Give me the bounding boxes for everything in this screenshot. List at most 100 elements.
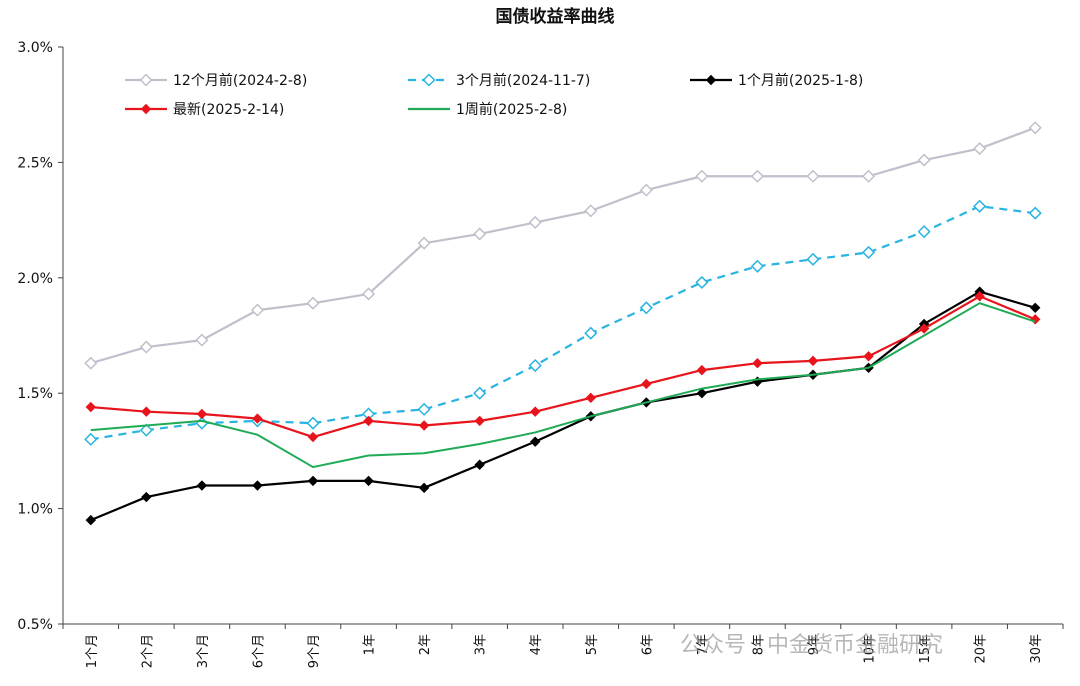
data-point: [696, 364, 708, 376]
data-point: [473, 386, 487, 400]
legend-swatch-marker: [705, 74, 717, 86]
watermark-text: 公众号 · 中金货币金融研究: [680, 633, 943, 658]
data-point: [474, 459, 485, 470]
data-point: [1030, 302, 1041, 314]
legend-label: 3个月前(2024-11-7): [456, 72, 590, 89]
data-point: [528, 215, 542, 229]
y-tick-label: 2.0%: [17, 271, 53, 287]
x-tick-label: 2个月: [140, 634, 155, 668]
legend-item-4: 1周前(2025-2-8): [408, 101, 567, 118]
data-point: [695, 275, 709, 289]
data-point: [84, 356, 98, 370]
data-point: [917, 225, 931, 239]
x-tick-label: 20年: [974, 634, 989, 664]
series-line: [90, 295, 1036, 439]
series-line: [90, 290, 1036, 522]
y-tick-label: 3.0%: [17, 40, 53, 56]
x-tick-label: 15年: [918, 634, 933, 664]
x-tick-label: 1个月: [85, 634, 100, 668]
data-point: [250, 303, 265, 317]
data-point: [361, 287, 376, 301]
data-point: [85, 514, 96, 526]
data-point: [806, 169, 820, 183]
data-point: [974, 291, 985, 302]
legend-item-3: 最新(2025-2-14): [125, 102, 284, 118]
data-point: [307, 475, 319, 487]
data-point: [84, 432, 98, 446]
data-point: [363, 475, 374, 487]
y-tick-label: 0.5%: [17, 617, 53, 633]
data-point: [417, 402, 431, 416]
data-point: [252, 413, 263, 424]
x-tick-label: 2年: [418, 634, 433, 655]
x-tick-label: 4年: [529, 634, 544, 655]
data-point: [306, 416, 320, 430]
data-point: [752, 357, 763, 369]
x-tick-label: 3年: [474, 634, 489, 655]
data-point: [530, 406, 541, 417]
data-point: [918, 323, 930, 334]
data-point: [639, 183, 653, 197]
data-point: [1030, 314, 1041, 325]
data-point: [917, 153, 931, 167]
data-point: [141, 406, 152, 417]
chart-title: 国债收益率曲线: [496, 6, 615, 27]
data-point: [139, 340, 153, 354]
data-point: [363, 415, 374, 427]
legend-swatch-marker: [140, 103, 152, 115]
x-tick-label: 3个月: [196, 634, 211, 668]
legend-label: 1周前(2025-2-8): [456, 101, 567, 118]
data-point: [530, 436, 541, 447]
x-tick-label: 6年: [640, 634, 655, 655]
x-tick-label: 10年: [863, 634, 878, 664]
legend-swatch-marker: [422, 73, 436, 87]
data-point: [973, 141, 987, 156]
data-point: [584, 204, 598, 218]
x-tick-label: 1年: [363, 634, 378, 655]
legend-item-0: 12个月前(2024-2-8): [125, 72, 307, 89]
data-point: [196, 480, 208, 491]
series-4: [90, 302, 1036, 469]
data-point: [861, 169, 876, 183]
x-tick-label: 8年: [751, 634, 766, 655]
series-3: [85, 291, 1041, 443]
data-point: [750, 169, 765, 183]
series-2: [85, 286, 1041, 526]
data-point: [585, 392, 596, 404]
data-point: [863, 351, 874, 362]
data-point: [584, 326, 598, 340]
data-point: [528, 358, 542, 373]
axes: 0.5% 1.0% 1.5% 2.0% 2.5% 3.0% 1个月 2个月 3个月 6个月 9个月 1…: [17, 40, 1064, 668]
data-point: [641, 378, 652, 390]
data-point: [141, 491, 152, 503]
data-point: [695, 169, 709, 183]
data-point: [252, 480, 263, 491]
legend-label: 最新(2025-2-14): [173, 102, 284, 118]
data-point: [417, 236, 431, 250]
data-point: [807, 355, 819, 367]
data-point: [418, 482, 430, 494]
data-point: [85, 401, 96, 413]
x-tick-label: 9个月: [307, 634, 322, 668]
data-point: [973, 199, 987, 213]
data-point: [418, 420, 430, 431]
legend-item-2: 1个月前(2025-1-8): [690, 72, 863, 89]
series-line: [90, 205, 1036, 441]
series-line: [90, 302, 1036, 469]
legend-label: 12个月前(2024-2-8): [173, 72, 307, 89]
y-tick-label: 1.5%: [17, 386, 53, 402]
data-point: [195, 333, 209, 347]
y-tick-label: 1.0%: [17, 502, 53, 518]
series-layer: [84, 121, 1042, 526]
data-point: [696, 387, 708, 399]
series-line: [90, 126, 1036, 365]
data-point: [139, 423, 153, 437]
data-point: [861, 245, 876, 259]
data-point: [306, 296, 320, 310]
data-point: [639, 301, 653, 315]
legend: 12个月前(2024-2-8) 3个月前(2024-11-7) 1个月前(2025-…: [125, 72, 863, 118]
x-tick-label: 6个月: [251, 634, 266, 668]
data-point: [195, 416, 209, 430]
series-0: [84, 121, 1042, 370]
